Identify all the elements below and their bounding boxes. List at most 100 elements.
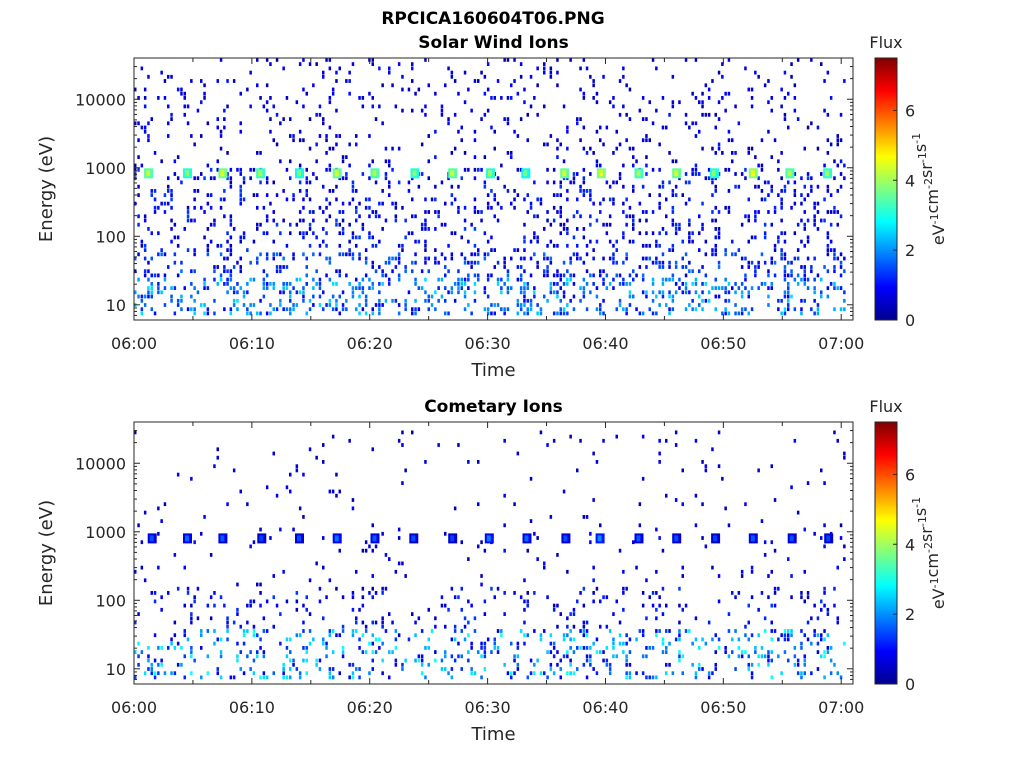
heatmap-cell xyxy=(569,629,572,633)
heatmap-cell xyxy=(668,151,671,155)
heatmap-cell xyxy=(486,311,490,316)
heatmap-cell xyxy=(249,311,252,316)
x-tick-label: 06:10 xyxy=(229,334,275,353)
heatmap-cell xyxy=(490,96,493,100)
heatmap-cell xyxy=(651,231,655,236)
y-tick-label: 10000 xyxy=(75,90,126,109)
heatmap-cell xyxy=(661,184,665,189)
heatmap-cell xyxy=(707,176,711,181)
heatmap-cell xyxy=(536,197,539,202)
heatmap-cell xyxy=(816,210,820,214)
heatmap-cell xyxy=(668,112,671,117)
heatmap-cell xyxy=(836,222,839,227)
heatmap-cell xyxy=(694,523,698,528)
heatmap-cell xyxy=(275,58,279,62)
heatmap-cell xyxy=(384,159,388,164)
heatmap-cell xyxy=(378,214,381,219)
heatmap-cell xyxy=(318,599,322,604)
heatmap-cell xyxy=(328,189,332,193)
heatmap-cell xyxy=(665,197,668,202)
heatmap-cell xyxy=(289,675,292,680)
heatmap-cell xyxy=(625,671,628,676)
heatmap-cell xyxy=(714,184,717,189)
heatmap-cell xyxy=(269,282,272,286)
heatmap-cell xyxy=(355,277,358,282)
heatmap-cell xyxy=(645,294,648,299)
heatmap-cell xyxy=(513,58,516,62)
heatmap-cell xyxy=(641,633,645,638)
heatmap-cell xyxy=(803,282,806,286)
heatmap-cell xyxy=(536,214,539,219)
heatmap-cell xyxy=(576,243,579,248)
heatmap-cell xyxy=(803,210,806,214)
heatmap-cell xyxy=(721,62,724,66)
heatmap-cell xyxy=(556,58,559,62)
heatmap-cell xyxy=(361,172,365,176)
heatmap-cell xyxy=(694,637,698,642)
heatmap-cell xyxy=(651,675,655,680)
heatmap-cell xyxy=(701,146,704,151)
heatmap-cell xyxy=(173,159,177,164)
heatmap-cell xyxy=(394,662,398,667)
peak-core xyxy=(412,170,417,177)
heatmap-cell xyxy=(312,294,315,299)
heatmap-cell xyxy=(457,269,460,274)
heatmap-cell xyxy=(430,197,434,202)
heatmap-cell xyxy=(153,151,157,155)
heatmap-cell xyxy=(826,607,830,612)
heatmap-cell xyxy=(750,286,754,290)
heatmap-cell xyxy=(829,282,833,286)
heatmap-cell xyxy=(595,650,599,654)
colorbar-label: eV-1cm-2sr-1s-1 xyxy=(910,133,948,245)
heatmap-cell xyxy=(328,100,332,105)
heatmap-cell xyxy=(493,96,496,100)
heatmap-cell xyxy=(787,125,790,130)
heatmap-cell xyxy=(160,519,163,523)
heatmap-cell xyxy=(256,256,259,261)
heatmap-cell xyxy=(803,277,806,282)
heatmap-cell xyxy=(750,569,754,574)
heatmap-cell xyxy=(717,146,721,151)
heatmap-cell xyxy=(641,671,645,676)
heatmap-cell xyxy=(160,248,163,252)
heatmap-cell xyxy=(351,506,355,511)
heatmap-cell xyxy=(265,485,269,490)
heatmap-cell xyxy=(608,282,612,286)
heatmap-cell xyxy=(638,311,642,316)
heatmap-cell xyxy=(543,565,546,570)
heatmap-cell xyxy=(355,667,358,671)
heatmap-cell xyxy=(378,298,381,303)
heatmap-cell xyxy=(358,252,361,257)
heatmap-cell xyxy=(219,129,223,134)
heatmap-cell xyxy=(556,146,559,151)
heatmap-cell xyxy=(348,662,351,667)
heatmap-cell xyxy=(272,218,275,223)
heatmap-cell xyxy=(800,277,803,282)
heatmap-cell xyxy=(150,667,153,671)
heatmap-cell xyxy=(516,654,520,659)
heatmap-cell xyxy=(543,66,546,71)
heatmap-cell xyxy=(694,277,698,282)
y-tick-label: 1000 xyxy=(85,523,126,542)
heatmap-cell xyxy=(711,210,714,214)
heatmap-cell xyxy=(193,595,196,600)
heatmap-cell xyxy=(147,286,150,290)
y-axis-label: Energy (eV) xyxy=(36,136,57,242)
peak-core xyxy=(825,170,830,177)
heatmap-cell xyxy=(157,282,160,286)
heatmap-cell xyxy=(358,294,361,299)
heatmap-cell xyxy=(576,210,579,214)
heatmap-cell xyxy=(328,163,332,168)
heatmap-cell xyxy=(397,252,401,257)
heatmap-cell xyxy=(529,104,533,109)
heatmap-cell xyxy=(608,629,612,633)
heatmap-cell xyxy=(760,163,764,168)
heatmap-cell xyxy=(589,658,592,663)
heatmap-cell xyxy=(688,235,691,240)
heatmap-cell xyxy=(810,58,813,62)
heatmap-cell xyxy=(618,282,622,286)
heatmap-cell xyxy=(308,612,312,616)
heatmap-cell xyxy=(684,121,688,126)
heatmap-cell xyxy=(585,646,589,650)
